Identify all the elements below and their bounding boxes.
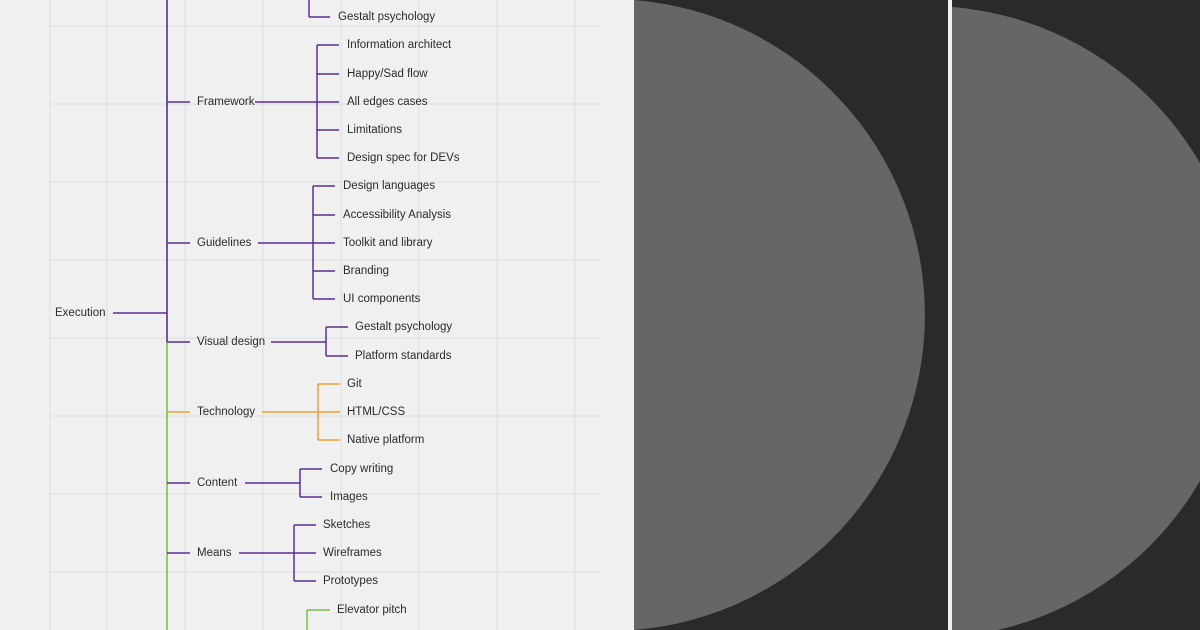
- node-root[interactable]: Execution: [55, 307, 106, 319]
- node-guidelines-child[interactable]: Toolkit and library: [343, 237, 433, 249]
- node-visual-design[interactable]: Visual design: [197, 336, 266, 348]
- node-means-child[interactable]: Prototypes: [323, 575, 378, 587]
- node-content-child[interactable]: Images: [330, 491, 368, 503]
- half-circle-shape: [952, 7, 1200, 630]
- node-framework-child[interactable]: Information architect: [347, 39, 452, 51]
- node-guidelines-child[interactable]: UI components: [343, 293, 421, 305]
- node-means-child[interactable]: Wireframes: [323, 547, 382, 559]
- node-framework-child[interactable]: All edges cases: [347, 96, 428, 108]
- node-content-child[interactable]: Copy writing: [330, 463, 394, 475]
- node-framework[interactable]: Framework: [197, 96, 255, 108]
- dark-panel-left: [634, 0, 948, 630]
- grid-lines: [49, 0, 600, 630]
- panel-divider: [948, 0, 952, 630]
- node-guidelines-child[interactable]: Design languages: [343, 180, 436, 192]
- node-technology-child[interactable]: Git: [347, 378, 362, 390]
- node-guidelines-child[interactable]: Accessibility Analysis: [343, 209, 452, 221]
- node-framework-child[interactable]: Design spec for DEVs: [347, 152, 460, 164]
- node-top-leaf[interactable]: Gestalt psychology: [338, 11, 436, 23]
- mindmap-canvas[interactable]: Execution Gestalt psychology Framework I…: [0, 0, 630, 630]
- node-bottom-leaf[interactable]: Elevator pitch: [337, 604, 407, 616]
- node-guidelines-child[interactable]: Branding: [343, 265, 390, 277]
- node-technology-child[interactable]: Native platform: [347, 434, 425, 446]
- node-means-child[interactable]: Sketches: [323, 519, 371, 531]
- node-visual-design-child[interactable]: Platform standards: [355, 350, 452, 362]
- node-framework-child[interactable]: Happy/Sad flow: [347, 68, 428, 80]
- node-guidelines[interactable]: Guidelines: [197, 237, 252, 249]
- connector-lines: [113, 0, 348, 630]
- node-technology[interactable]: Technology: [197, 406, 256, 418]
- dark-panel-right: [952, 0, 1200, 630]
- node-framework-child[interactable]: Limitations: [347, 124, 402, 136]
- node-means[interactable]: Means: [197, 547, 232, 559]
- node-content[interactable]: Content: [197, 477, 238, 489]
- node-technology-child[interactable]: HTML/CSS: [347, 406, 406, 418]
- node-visual-design-child[interactable]: Gestalt psychology: [355, 321, 453, 333]
- panel-divider: [630, 0, 634, 630]
- half-circle-shape: [634, 0, 925, 630]
